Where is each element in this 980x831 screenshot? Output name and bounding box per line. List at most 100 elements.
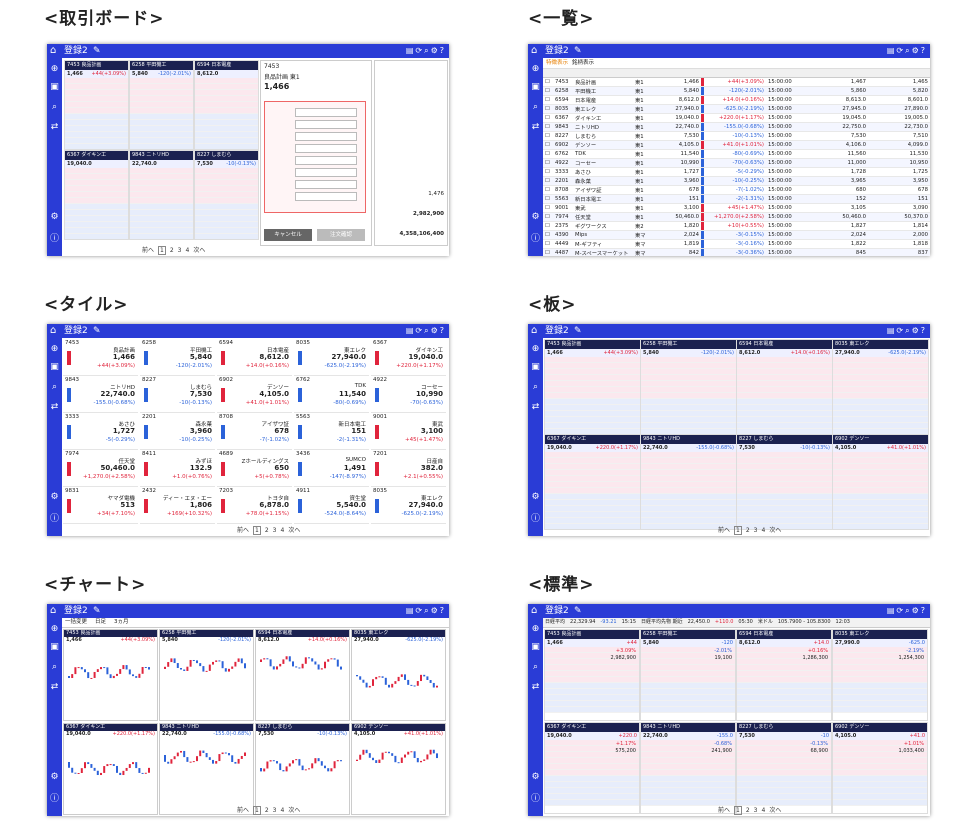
settings-icon[interactable]: ⚙ [50,212,59,222]
edit-pencil-icon[interactable]: ✎ [574,46,582,56]
mini-chart[interactable]: 8035 東エレク 27,940.0 -625.0(-2.19%) [351,629,446,721]
edit-pencil-icon[interactable]: ✎ [93,326,101,336]
help-icon[interactable]: ? [920,46,927,55]
pager-page[interactable]: 2 [264,527,269,534]
table-row[interactable]: ☐ 5563 新日本電工 東1 151 -2(-1.31%) 15:00:00 152 151 [543,194,930,204]
table-row[interactable]: ☐ 3333 あさひ 東1 1,727 -5(-0.29%) 15:00:00 1,728 1,… [543,167,930,177]
search-icon[interactable]: ⌕ [532,102,539,112]
mini-chart[interactable]: 6594 日本電産 8,612.0 +14.0(+0.16%) [255,629,350,721]
settings-icon[interactable]: ⚙ [911,606,921,615]
search-icon[interactable]: ⌕ [905,606,912,615]
edit-pencil-icon[interactable]: ✎ [93,606,101,616]
pager-page[interactable]: 2 [264,807,269,814]
order-field[interactable] [295,120,357,129]
pager-prev[interactable]: 前へ [237,807,250,814]
info-icon[interactable]: ⓘ [49,514,59,524]
pager-next[interactable]: 次へ [769,807,782,814]
pager-page[interactable]: 4 [761,807,766,814]
portfolio-icon[interactable]: ▣ [50,362,59,372]
pager-next[interactable]: 次へ [288,807,301,814]
table-row[interactable]: ☐ 2375 ギグワークス 東2 1,820 +10(+0.55%) 15:00:00 1,8… [543,221,930,231]
table-row[interactable]: ☐ 2201 森永菓 東1 3,960 -10(-0.25%) 15:00:00 3,965 3… [543,176,930,186]
quote-tile[interactable]: 6594 日本電産 8,612.0 +14.0(+0.16%) [217,339,292,376]
portfolio-icon[interactable]: ▣ [50,82,59,92]
table-row[interactable]: ☐ 4487 M-スペースマーケット 東マ 842 -3(-0.36%) 15:00:00 8… [543,248,930,256]
order-field[interactable] [295,144,357,153]
settings-icon[interactable]: ⚙ [50,772,59,782]
portfolio-icon[interactable]: ▣ [531,642,540,652]
table-row[interactable]: ☐ 4922 コーセー 東1 10,990 -70(-0.63%) 15:00:00 11,0… [543,158,930,168]
trade-icon[interactable]: ⇄ [50,122,59,132]
help-icon[interactable]: ? [439,46,446,55]
quote-tile[interactable]: 7203 トヨタ自 6,878.0 +78.0(+1.15%) [217,487,292,524]
trade-icon[interactable]: ⇄ [531,402,540,412]
home-icon[interactable]: ⌂ [50,605,57,616]
table-row[interactable]: ☐ 6367 ダイキン工 東1 19,040.0 +220.0(+1.17%) 15:00:… [543,113,930,123]
mini-chart[interactable]: 9843 ニトリHD 22,740.0 -155.0(-0.68%) [159,723,254,815]
quote-tile[interactable]: 6762 TDK 11,540 -80(-0.69%) [294,376,369,413]
search-icon[interactable]: ⌕ [51,102,58,112]
settings-icon[interactable]: ⚙ [911,326,921,335]
row-checkbox[interactable]: ☐ [543,104,553,114]
pager-page[interactable]: 2 [169,247,174,254]
pager-page[interactable]: 3 [177,247,182,254]
search-icon[interactable]: ⌕ [905,326,912,335]
mini-chart[interactable]: 8227 しまむら 7,530 -10(-0.13%) [255,723,350,815]
row-checkbox[interactable]: ☐ [543,230,553,240]
quote-tile[interactable]: 7201 日産自 382.0 +2.1(+0.55%) [371,450,446,487]
pager-prev[interactable]: 前へ [142,247,155,254]
settings-icon[interactable]: ⚙ [911,46,921,55]
quote-tile[interactable]: 6902 デンソー 4,105.0 +41.0(+1.01%) [217,376,292,413]
quote-tile[interactable]: 2201 森永菓 3,960 -10(-0.25%) [140,413,215,450]
pager-page[interactable]: 4 [280,807,285,814]
quote-tile[interactable]: 7974 任天堂 50,460.0 +1,270.0(+2.58%) [63,450,138,487]
settings-icon[interactable]: ⚙ [430,606,440,615]
pager-next[interactable]: 次へ [769,527,782,534]
table-row[interactable]: ☐ 9001 東武 東1 3,100 +45(+1.47%) 15:00:00 3,105 3,… [543,203,930,213]
refresh-icon[interactable]: ⟳ [896,606,906,615]
quote-tile[interactable]: 2432 ディー・エヌ・エー 1,806 +169(+10.32%) [140,487,215,524]
table-row[interactable]: ☐ 6902 デンソー 東1 4,105.0 +41.0(+1.01%) 15:00:00 4… [543,140,930,150]
quote-tile[interactable]: 4922 コーセー 10,990 -70(-0.63%) [371,376,446,413]
info-icon[interactable]: ⓘ [49,234,59,244]
edit-pencil-icon[interactable]: ✎ [574,606,582,616]
pager-page[interactable]: 3 [272,527,277,534]
order-field[interactable] [295,108,357,117]
mini-board[interactable]: 6258 平田機工 5,840 -120(-2.01%) [640,339,737,435]
quote-tile[interactable]: 9843 ニトリHD 22,740.0 -155.0(-0.68%) [63,376,138,413]
info-icon[interactable]: ⓘ [49,794,59,804]
portfolio-icon[interactable]: ▣ [50,642,59,652]
row-checkbox[interactable]: ☐ [543,194,553,204]
portfolio-icon[interactable]: ▣ [531,82,540,92]
order-field[interactable] [295,180,357,189]
mini-chart[interactable]: 6367 ダイキン工 19,040.0 +220.0(+1.17%) [63,723,158,815]
pager-prev[interactable]: 前へ [237,527,250,534]
mini-board[interactable]: 8227 しまむら 7,530 -10(-0.13%) [736,434,833,530]
row-checkbox[interactable]: ☐ [543,176,553,186]
home-icon[interactable]: ⌂ [531,45,538,56]
mini-board[interactable]: 6258 平田機工 5,840 -120(-2.01%) [129,60,194,150]
quote-tile[interactable]: 9831 ヤマダ電機 513 +34(+7.10%) [63,487,138,524]
row-checkbox[interactable]: ☐ [543,131,553,141]
quote-tile[interactable]: 8035 東エレク 27,940.0 -625.0(-2.19%) [371,487,446,524]
pager-next[interactable]: 次へ [288,527,301,534]
chart-toolbar-item[interactable]: 一括変更 [65,619,88,625]
quote-tile[interactable]: 8227 しまむら 7,530 -10(-0.13%) [140,376,215,413]
table-row[interactable]: ☐ 9843 ニトリHD 東1 22,740.0 -155.0(-0.68%) 15:00:… [543,122,930,132]
chart-toolbar-item[interactable]: 日足 [95,619,107,625]
pager-page[interactable]: 3 [272,807,277,814]
mini-chart[interactable]: 6258 平田機工 5,840 -120(-2.01%) [159,629,254,721]
layout-icon[interactable]: ▤ [886,326,897,335]
trade-icon[interactable]: ⇄ [50,402,59,412]
search-icon[interactable]: ⌕ [51,382,58,392]
mini-board[interactable]: 8227 しまむら 7,530 -10 -0.13% 68,900 [736,722,832,814]
refresh-icon[interactable]: ⟳ [896,326,906,335]
refresh-icon[interactable]: ⟳ [415,606,425,615]
search-icon[interactable]: ⌕ [51,662,58,672]
quote-tile[interactable]: 4911 資生堂 5,540.0 -524.0(-8.64%) [294,487,369,524]
pager-page[interactable]: 1 [253,806,261,815]
refresh-icon[interactable]: ⟳ [415,326,425,335]
